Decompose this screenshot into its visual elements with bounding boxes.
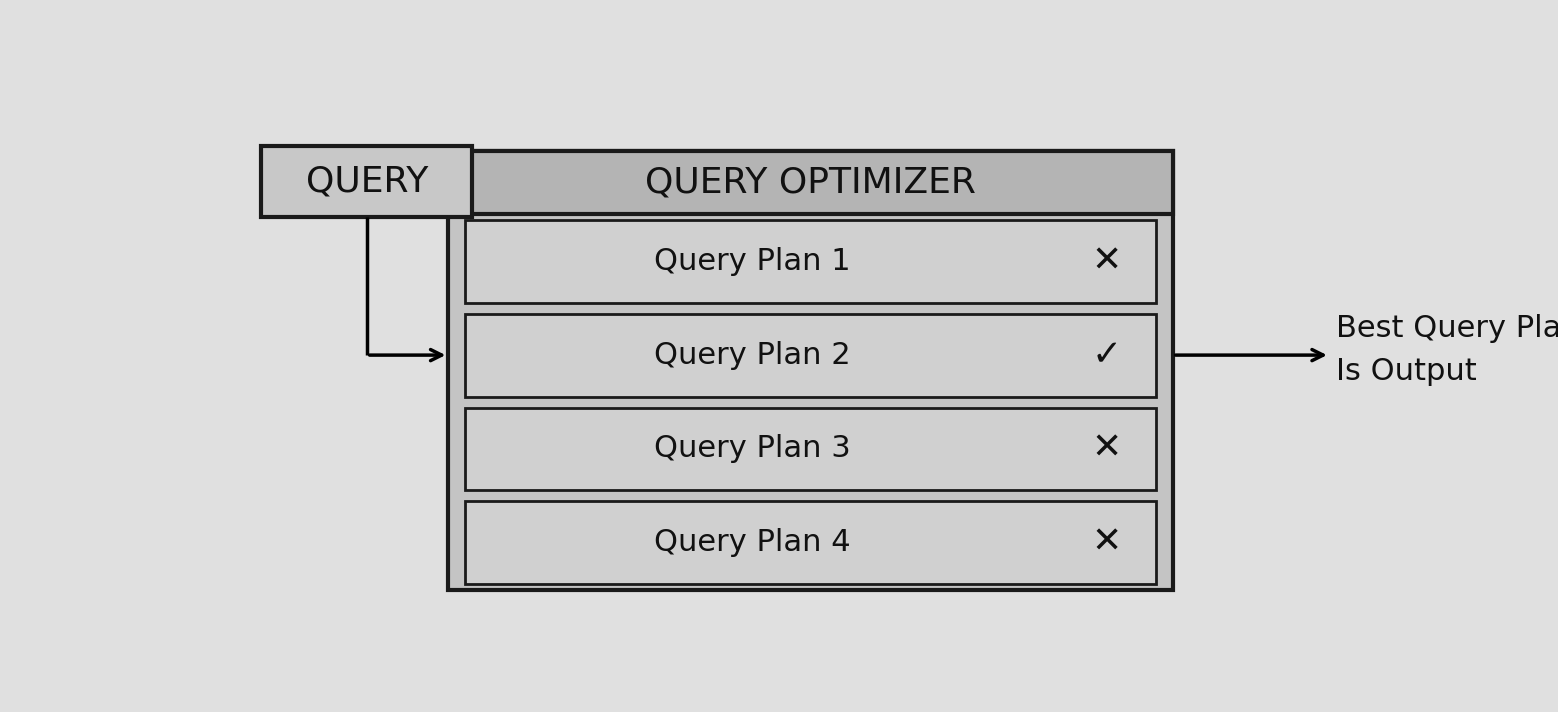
Text: ✕: ✕ [1091,432,1122,466]
Text: ✕: ✕ [1091,526,1122,560]
FancyBboxPatch shape [449,151,1173,590]
FancyBboxPatch shape [466,314,1156,397]
FancyBboxPatch shape [449,151,1173,214]
FancyBboxPatch shape [466,220,1156,303]
Text: Query Plan 2: Query Plan 2 [654,340,851,370]
Text: QUERY: QUERY [305,164,428,199]
Text: Query Plan 1: Query Plan 1 [654,247,851,276]
FancyBboxPatch shape [262,146,472,217]
FancyBboxPatch shape [466,501,1156,585]
Text: QUERY OPTIMIZER: QUERY OPTIMIZER [645,166,975,200]
Text: Best Query Plan
Is Output: Best Query Plan Is Output [1335,314,1558,385]
FancyBboxPatch shape [466,407,1156,491]
Text: Query Plan 3: Query Plan 3 [654,434,851,464]
Text: ✓: ✓ [1091,338,1122,372]
Text: Query Plan 4: Query Plan 4 [654,528,851,557]
Text: ✕: ✕ [1091,244,1122,278]
